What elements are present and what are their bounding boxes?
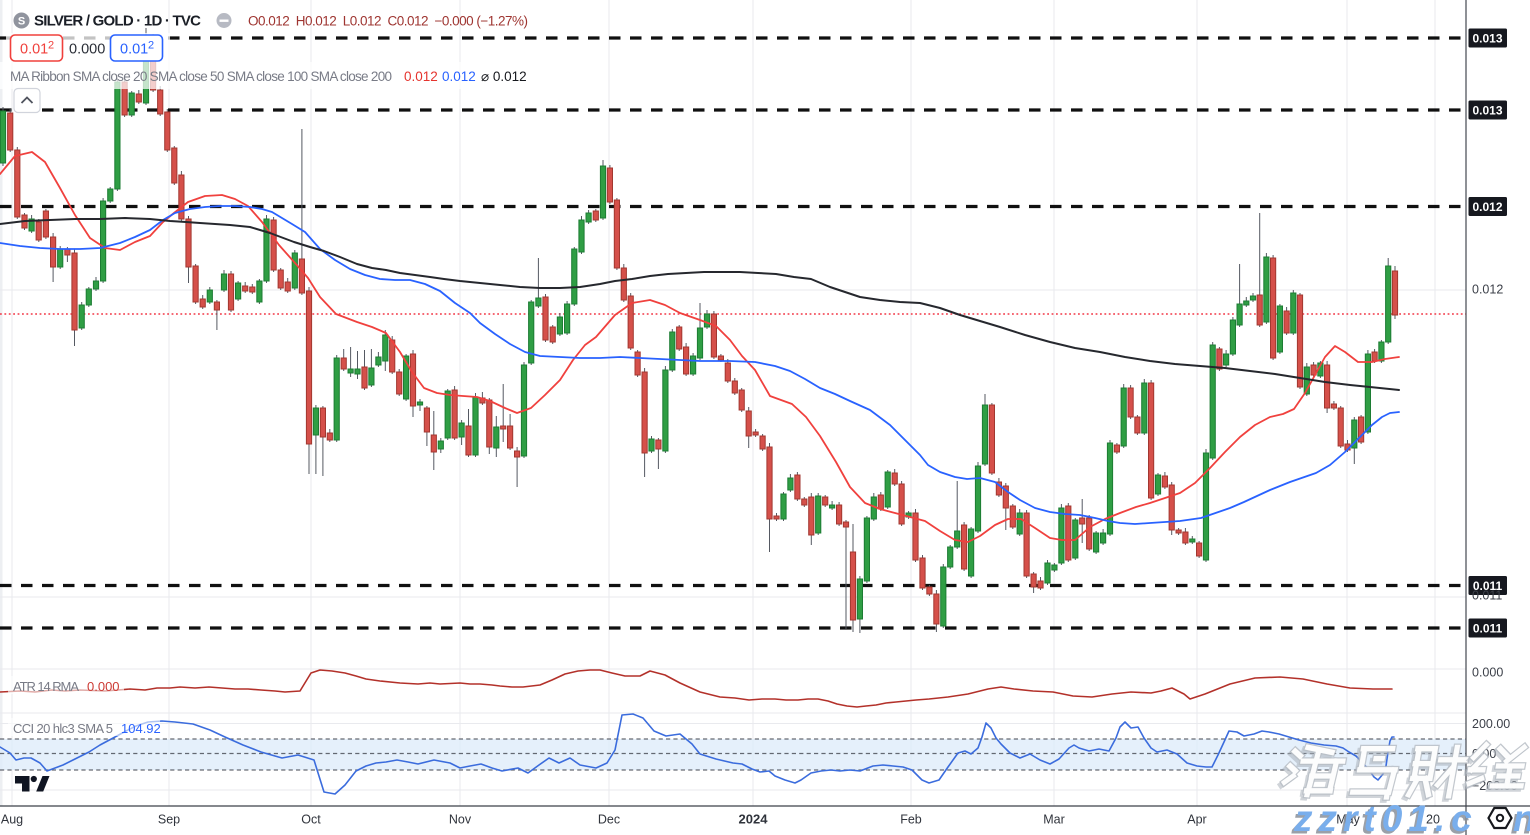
svg-text:Dec: Dec: [598, 813, 620, 827]
svg-text:0.011: 0.011: [1472, 589, 1502, 603]
svg-text:0.000: 0.000: [87, 679, 120, 694]
svg-text:2024: 2024: [739, 812, 769, 827]
svg-text:CCI 20 hlc3 SMA 5: CCI 20 hlc3 SMA 5: [13, 721, 113, 736]
svg-text:20: 20: [1426, 813, 1440, 827]
svg-text:Apr: Apr: [1187, 813, 1206, 827]
svg-text:0.011: 0.011: [1473, 579, 1503, 593]
svg-text:n: n: [1511, 801, 1530, 835]
svg-text:MA Ribbon SMA close 20 SMA clo: MA Ribbon SMA close 20 SMA close 50 SMA …: [10, 69, 392, 84]
svg-text:Sep: Sep: [158, 813, 180, 827]
svg-text:0.012: 0.012: [1472, 283, 1503, 297]
svg-text:Aug: Aug: [1, 813, 23, 827]
svg-text:0.013: 0.013: [1472, 32, 1502, 46]
svg-text:0.01: 0.01: [20, 42, 48, 58]
svg-text:2: 2: [148, 40, 154, 52]
svg-text:SILVER / GOLD · 1D · TVC: SILVER / GOLD · 1D · TVC: [34, 13, 201, 30]
svg-text:2: 2: [48, 40, 54, 52]
svg-text:0.012: 0.012: [1472, 200, 1502, 214]
svg-text:O0.012 H0.012 L0.012 C0.012: O0.012 H0.012 L0.012 C0.012 −0.000 (−1.2…: [248, 14, 528, 29]
svg-text:n: n: [1513, 798, 1530, 835]
svg-text:ATR 14 RMA: ATR 14 RMA: [13, 679, 79, 694]
svg-text:zzrt01.c: zzrt01.c: [1293, 798, 1478, 835]
svg-text:Nov: Nov: [449, 813, 472, 827]
svg-text:104.92: 104.92: [121, 721, 161, 736]
svg-text:May: May: [1336, 813, 1360, 827]
svg-text:0.013: 0.013: [1472, 104, 1502, 118]
svg-text:0.000: 0.000: [69, 42, 105, 58]
svg-text:0.012: 0.012: [442, 69, 476, 84]
svg-text:S: S: [18, 16, 25, 28]
svg-text:zzrt01.c: zzrt01.c: [1291, 801, 1476, 835]
svg-text:Feb: Feb: [900, 813, 922, 827]
svg-text:0.01: 0.01: [120, 42, 148, 58]
svg-text:200.00: 200.00: [1472, 717, 1510, 731]
svg-text:⌀ 0.012: ⌀ 0.012: [481, 69, 527, 84]
svg-text:0.012: 0.012: [404, 69, 438, 84]
svg-text:Oct: Oct: [301, 813, 321, 827]
svg-text:Mar: Mar: [1043, 813, 1065, 827]
svg-text:0.000: 0.000: [1472, 666, 1503, 680]
svg-text:0.011: 0.011: [1473, 622, 1503, 636]
